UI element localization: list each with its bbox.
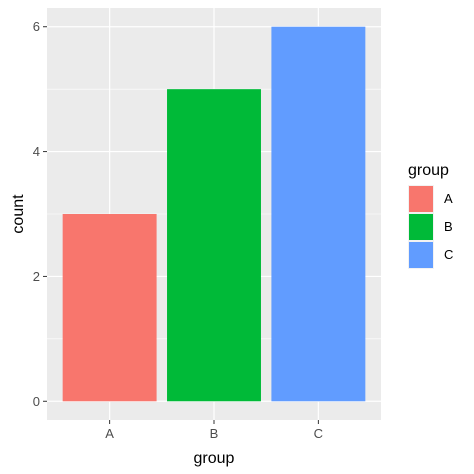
y-tick-label: 2 — [33, 269, 40, 284]
x-tick-label: A — [105, 426, 114, 441]
bars — [62, 26, 366, 402]
bar-C — [271, 26, 366, 402]
y-axis: 0 2 4 6 — [33, 19, 47, 409]
legend-key-B — [409, 214, 433, 240]
legend-title: group — [408, 162, 449, 179]
legend-key-C — [409, 242, 433, 268]
y-axis-title: count — [10, 194, 27, 234]
x-tick-label: C — [314, 426, 323, 441]
bar-B — [167, 89, 261, 402]
legend-key-A — [409, 186, 433, 212]
x-axis-title: group — [194, 450, 235, 467]
bar-A — [62, 214, 157, 402]
y-tick-label: 6 — [33, 19, 40, 34]
legend-label-B: B — [444, 219, 453, 234]
x-axis: A B C — [105, 420, 323, 441]
y-tick-label: 4 — [33, 144, 40, 159]
y-tick-label: 0 — [33, 394, 40, 409]
legend-label-C: C — [444, 247, 453, 262]
legend: group ABC — [408, 162, 453, 269]
legend-label-A: A — [444, 191, 453, 206]
x-tick-label: B — [210, 426, 219, 441]
